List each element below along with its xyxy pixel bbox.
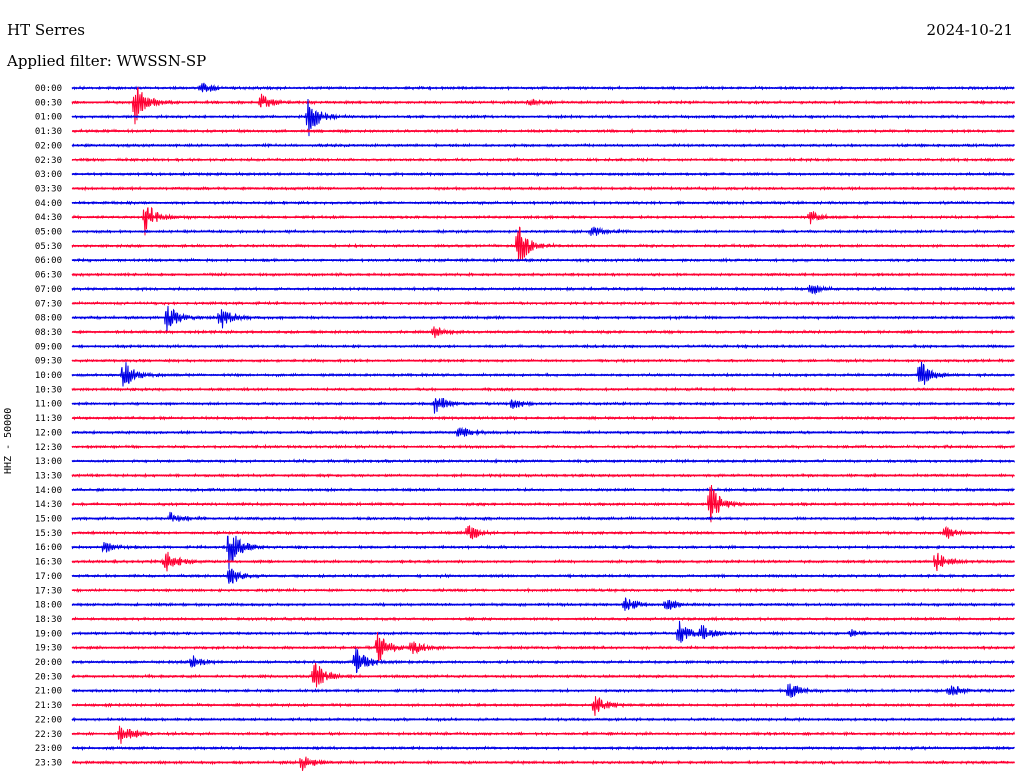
row-time-label: 17:30	[35, 586, 62, 596]
row-time-label: 01:30	[35, 127, 62, 137]
row-time-label: 21:00	[35, 687, 62, 697]
row-time-label: 22:30	[35, 730, 62, 740]
row-time-label: 02:00	[35, 141, 62, 151]
row-time-label: 04:00	[35, 199, 62, 209]
row-time-label: 12:30	[35, 443, 62, 453]
traces	[71, 82, 1015, 771]
row-time-label: 20:00	[35, 658, 62, 668]
row-time-label: 19:30	[35, 644, 62, 654]
trace-row	[71, 620, 1015, 643]
row-time-label: 16:00	[35, 543, 62, 553]
row-time-label: 06:30	[35, 271, 62, 281]
trace-row	[71, 632, 1015, 662]
row-time-label: 04:30	[35, 213, 62, 223]
row-time-label: 23:30	[35, 758, 62, 768]
trace-row	[71, 648, 1015, 674]
row-time-label: 02:30	[35, 156, 62, 166]
trace-row	[71, 305, 1015, 332]
row-time-label: 20:30	[35, 672, 62, 682]
row-time-label: 18:30	[35, 615, 62, 625]
row-time-label: 17:00	[35, 572, 62, 582]
row-time-label: 03:30	[35, 184, 62, 194]
row-time-label: 09:00	[35, 342, 62, 352]
row-time-label: 08:00	[35, 314, 62, 324]
row-time-label: 00:00	[35, 84, 62, 94]
row-time-label: 11:00	[35, 400, 62, 410]
trace-row	[71, 86, 1015, 125]
row-time-label: 11:30	[35, 414, 62, 424]
row-time-label: 05:30	[35, 242, 62, 252]
trace-row	[71, 397, 1015, 414]
row-time-label: 14:00	[35, 486, 62, 496]
row-time-label: 14:30	[35, 500, 62, 510]
row-time-label: 09:30	[35, 357, 62, 367]
row-time-label: 07:30	[35, 299, 62, 309]
filter-label: Applied filter: WWSSN-SP	[7, 52, 207, 70]
row-time-label: 15:00	[35, 515, 62, 525]
trace-row	[71, 696, 1015, 716]
row-time-label: 01:00	[35, 113, 62, 123]
row-time-label: 07:00	[35, 285, 62, 295]
row-time-label: 18:00	[35, 601, 62, 611]
row-time-label: 00:30	[35, 98, 62, 108]
row-time-label: 21:30	[35, 701, 62, 711]
row-time-label: 15:30	[35, 529, 62, 539]
row-time-label: 08:30	[35, 328, 62, 338]
row-time-label: 06:00	[35, 256, 62, 266]
date-label: 2024-10-21	[926, 21, 1013, 39]
trace-row	[71, 756, 1015, 771]
row-time-label: 22:00	[35, 715, 62, 725]
row-time-label: 13:30	[35, 471, 62, 481]
row-time-label: 13:00	[35, 457, 62, 467]
row-time-label: 10:00	[35, 371, 62, 381]
time-ticks: 00:00 00:30 01:00 01:30 02:00 02:30 03:00 03:30…	[35, 84, 62, 768]
row-time-label: 23:00	[35, 744, 62, 754]
trace-row	[71, 725, 1015, 744]
row-time-label: 12:00	[35, 428, 62, 438]
row-time-label: 10:30	[35, 385, 62, 395]
trace-row	[71, 361, 1015, 387]
row-time-label: 05:00	[35, 228, 62, 238]
station-title: HT Serres	[7, 21, 85, 39]
trace-row	[71, 511, 1015, 522]
row-time-label: 03:00	[35, 170, 62, 180]
row-time-label: 19:00	[35, 629, 62, 639]
trace-row	[71, 662, 1015, 688]
row-time-label: 16:30	[35, 558, 62, 568]
trace-row	[71, 535, 1015, 570]
